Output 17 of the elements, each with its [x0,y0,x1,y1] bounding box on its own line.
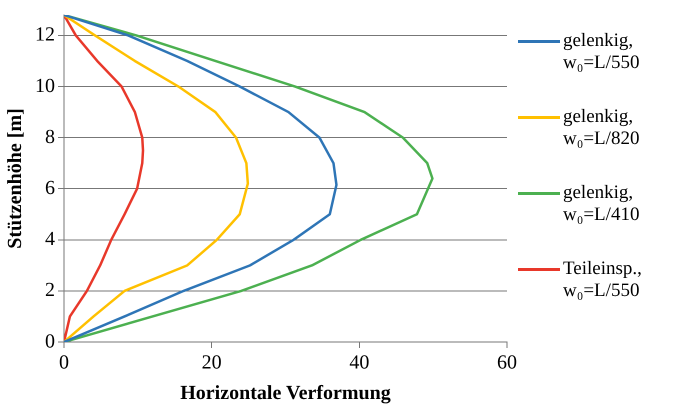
y-tick-label: 0 [45,330,55,352]
legend-label: gelenkig, w₀=L/550 [563,30,640,74]
legend-label: gelenkig, w₀=L/410 [563,182,640,226]
legend-label: Teileinsp., w₀=L/550 [563,258,642,302]
x-tick-label: 60 [497,351,517,374]
y-tick-label: 12 [35,24,55,46]
y-tick-label: 10 [35,74,55,97]
y-tick-label: 8 [45,126,55,148]
x-tick-label: 20 [202,351,222,374]
y-axis-title: Stützenhöhe [m] [4,108,26,249]
x-tick-label: 0 [59,351,69,374]
legend-label: gelenkig, w₀=L/820 [563,106,640,150]
y-tick-label: 4 [45,228,55,250]
y-tick-label: 2 [45,279,55,302]
x-axis-title: Horizontale Verformung [180,382,391,404]
y-tick-label: 6 [45,176,55,199]
x-tick-label: 40 [349,351,370,374]
